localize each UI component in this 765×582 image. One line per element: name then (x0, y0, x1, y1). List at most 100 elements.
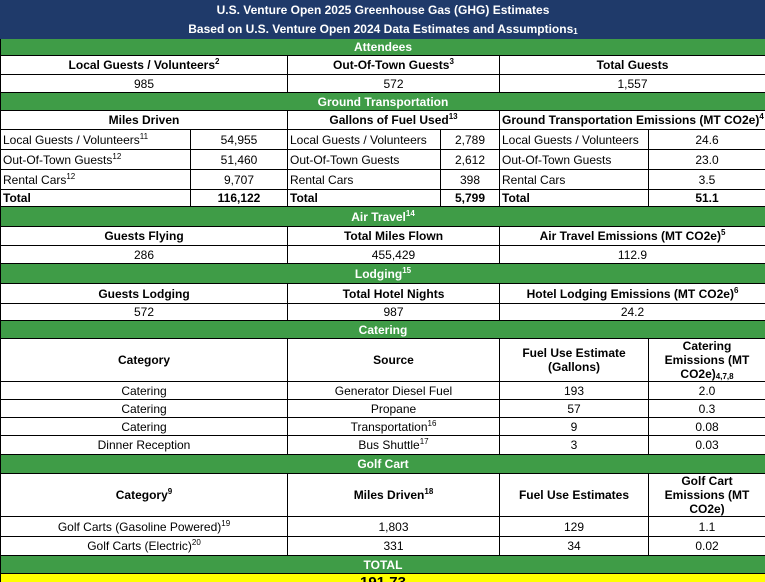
cell-text: 2.0 (698, 383, 716, 398)
column-header: Fuel Use Estimates (499, 473, 649, 517)
cell: 2.0 (648, 381, 765, 400)
cell-text: Catering Emissions (MT CO2e) (664, 339, 750, 381)
cell-text: 1,803 (378, 519, 409, 534)
value: 987 (287, 303, 500, 321)
cell-text: 34 (567, 539, 581, 553)
row-label: Total (287, 189, 441, 207)
cell-text: Gallons of Fuel Used (329, 113, 449, 127)
cell: Transportation16 (287, 417, 500, 436)
row: TOTAL (0, 555, 765, 574)
cell-text: 3 (570, 438, 578, 452)
cell-text: Fuel Use Estimates (518, 488, 630, 502)
cell-text: Catering (121, 383, 167, 398)
column-header: Air Travel Emissions (MT CO2e)5 (499, 226, 765, 246)
footnote-ref: 9 (167, 487, 173, 496)
cell: 0.03 (648, 435, 765, 455)
footnote-ref: 3 (449, 57, 454, 66)
footnote-ref: 19 (221, 518, 231, 528)
title: U.S. Venture Open 2025 Greenhouse Gas (G… (0, 0, 765, 20)
footnote-ref: 4 (759, 112, 764, 121)
cell-text: Rental Cars (502, 172, 566, 187)
cell: 1,803 (287, 516, 500, 537)
footnote-ref: 11 (139, 131, 149, 141)
row: Category9 Miles Driven18 Fuel Use Estimate… (0, 473, 765, 517)
value: 398 (440, 169, 500, 190)
row: Catering Transportation16 9 0.08 (0, 417, 765, 436)
cell-text: 129 (563, 519, 585, 534)
cell: 9 (499, 417, 649, 436)
cell-text: Total (290, 191, 318, 205)
value: 985 (0, 74, 288, 93)
cell-text: Ground Transportation (317, 94, 449, 109)
column-header: Guests Lodging (0, 283, 288, 304)
value: 24.6 (648, 129, 765, 150)
row-label: Local Guests / Volunteers (499, 129, 649, 150)
cell-text: Catering (121, 401, 167, 416)
column-header: Total Hotel Nights (287, 283, 500, 304)
column-header: Source (287, 338, 500, 382)
cell-text: Out-Of-Town Guests (502, 152, 612, 167)
column-header: Ground Transportation Emissions (MT CO2e… (499, 110, 765, 130)
row: Rental Cars12 9,707 Rental Cars 398 Rental C… (0, 169, 765, 190)
cell: Golf Carts (Electric)20 (0, 536, 288, 556)
cell-text: Based on U.S. Venture Open 2024 Data Est… (188, 22, 574, 36)
footnote-ref: 18 (424, 487, 434, 496)
cell-text: Category (115, 488, 168, 502)
row-label: Total (499, 189, 649, 207)
cell: 34 (499, 536, 649, 556)
cell-text: Out-Of-Town Guests (290, 152, 400, 167)
cell: 3 (499, 435, 649, 455)
footnote-ref: 14 (405, 208, 415, 218)
cell-text: 0.08 (695, 419, 719, 434)
row-label: Out-Of-Town Guests12 (0, 149, 191, 170)
row-label: Rental Cars12 (0, 169, 191, 190)
cell-text: Total (3, 191, 31, 205)
row-label: Local Guests / Volunteers (287, 129, 441, 150)
value: 5,799 (440, 189, 500, 207)
value: 1,557 (499, 74, 765, 93)
cell: Bus Shuttle17 (287, 435, 500, 455)
cell-text: Hotel Lodging Emissions (MT CO2e) (526, 286, 734, 301)
column-header: Out-Of-Town Guests3 (287, 55, 500, 75)
column-header: Catering Emissions (MT CO2e)4,7,8 (648, 338, 765, 382)
row-label: Rental Cars (287, 169, 441, 190)
column-header: Gallons of Fuel Used13 (287, 110, 500, 130)
column-header: Hotel Lodging Emissions (MT CO2e)6 (499, 283, 765, 304)
cell-text: Golf Carts (Gasoline Powered) (57, 519, 222, 534)
value: 3.5 (648, 169, 765, 190)
cell-text: Local Guests / Volunteers (68, 58, 216, 72)
value: 51,460 (190, 149, 288, 170)
column-header: Total Guests (499, 55, 765, 75)
cell: 57 (499, 399, 649, 418)
cell-text: Golf Cart (357, 457, 409, 471)
row: Air Travel14 (0, 206, 765, 227)
section-header: Lodging15 (0, 263, 765, 284)
column-header: Miles Driven (0, 110, 288, 130)
value: 2,612 (440, 149, 500, 170)
cell-text: Total Hotel Nights (342, 286, 445, 301)
cell-text: Rental Cars (290, 172, 354, 187)
cell-text: Out-Of-Town Guests (3, 152, 113, 167)
cell-text: U.S. Venture Open 2025 Greenhouse Gas (G… (216, 3, 550, 17)
cell-text: Dinner Reception (97, 438, 191, 452)
cell-text: Golf Carts (Electric) (87, 539, 192, 553)
value: 9,707 (190, 169, 288, 190)
cell: Catering (0, 381, 288, 400)
cell-text: Rental Cars (3, 172, 67, 187)
cell-text: Bus Shuttle (358, 438, 420, 452)
row-label: Out-Of-Town Guests (287, 149, 441, 170)
total-value: 191.73 (0, 573, 765, 582)
cell-text: Miles Driven (353, 488, 425, 502)
row: Out-Of-Town Guests12 51,460 Out-Of-Town Gu… (0, 149, 765, 170)
row-label: Out-Of-Town Guests (499, 149, 649, 170)
cell: Dinner Reception (0, 435, 288, 455)
cell: Propane (287, 399, 500, 418)
column-header: Local Guests / Volunteers2 (0, 55, 288, 75)
footnote-ref: 1 (573, 27, 578, 36)
row: Dinner Reception Bus Shuttle17 3 0.03 (0, 435, 765, 455)
section-header: Catering (0, 320, 765, 339)
value: 51.1 (648, 189, 765, 207)
cell: 1.1 (648, 516, 765, 537)
